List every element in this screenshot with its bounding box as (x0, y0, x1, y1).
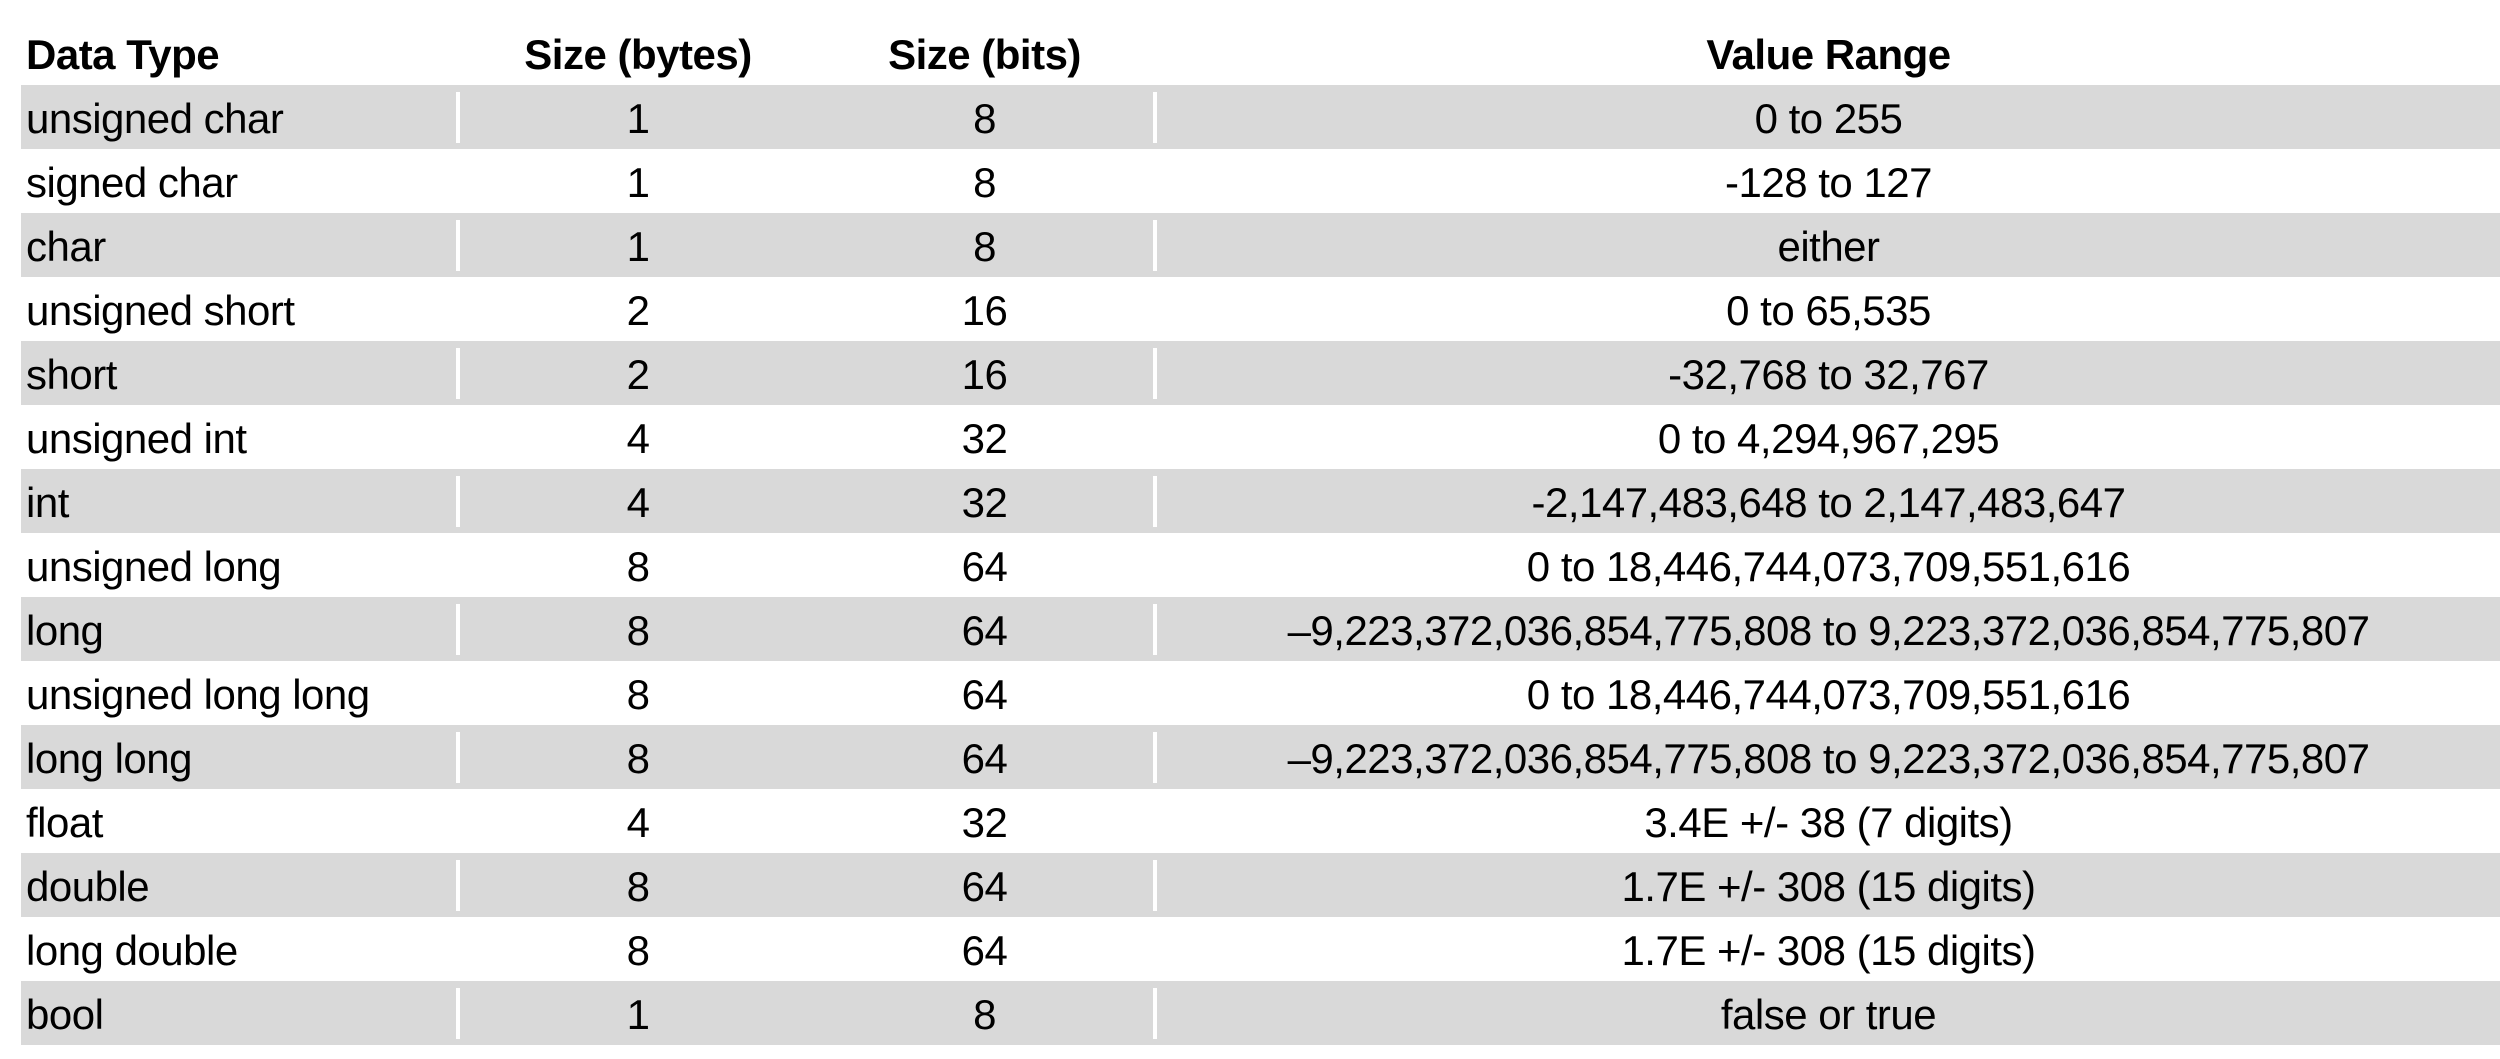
cell-value-range: either (1777, 222, 1880, 270)
cell-value-range: 0 to 18,446,744,073,709,551,616 (1526, 670, 2131, 718)
column-header-size-bits: Size (bits) (816, 27, 1157, 79)
table-header-row: Data Type Size (bytes) Size (bits) Value… (21, 21, 2500, 85)
cell-value-range: 0 to 4,294,967,295 (1657, 414, 2000, 462)
cell-size-bytes: 8 (626, 670, 650, 718)
column-header-data-type: Data Type (21, 27, 460, 79)
cell-size-bytes: 2 (626, 286, 650, 334)
cell-data-type: unsigned short (21, 283, 460, 335)
cell-size-bytes: 4 (626, 798, 650, 846)
cell-value-range: -2,147,483,648 to 2,147,483,647 (1531, 478, 2126, 526)
cell-size-bits: 64 (816, 923, 1157, 975)
cell-data-type: char (21, 219, 460, 271)
table-body: unsigned char 1 8 0 to 255 signed char 1 8 -128… (21, 85, 2500, 1045)
cell-data-type: long long (21, 731, 460, 783)
table-row: short 2 16 -32,768 to 32,767 (21, 341, 2500, 405)
cell-value-range: false or true (1720, 990, 1937, 1038)
cell-value-range: -128 to 127 (1724, 158, 1933, 206)
table-row: long long 8 64 –9,223,372,036,854,775,808 t… (21, 725, 2500, 789)
cell-data-type: unsigned char (21, 91, 460, 143)
cell-size-bits: 8 (816, 91, 1157, 143)
cell-size-bits: 64 (816, 859, 1157, 911)
cell-data-type: signed char (21, 155, 460, 207)
cell-size-bits: 8 (816, 987, 1157, 1039)
cell-size-bytes: 1 (626, 222, 650, 270)
table-row: unsigned long 8 64 0 to 18,446,744,073,709,… (21, 533, 2500, 597)
cell-size-bytes: 4 (626, 414, 650, 462)
cell-size-bits: 32 (816, 411, 1157, 463)
table-row: long 8 64 –9,223,372,036,854,775,808 to 9,2… (21, 597, 2500, 661)
cell-size-bits: 16 (816, 347, 1157, 399)
cell-value-range: 3.4E +/- 38 (7 digits) (1644, 798, 2013, 846)
table-row: bool 1 8 false or true (21, 981, 2500, 1045)
cell-data-type: int (21, 475, 460, 527)
cell-size-bits: 8 (816, 155, 1157, 207)
cell-size-bits: 64 (816, 731, 1157, 783)
cell-value-range: –9,223,372,036,854,775,808 to 9,223,372,… (1287, 734, 2370, 782)
cell-size-bytes: 8 (626, 606, 650, 654)
cell-data-type: unsigned long (21, 539, 460, 591)
cell-size-bytes: 4 (626, 478, 650, 526)
data-type-size-table: Data Type Size (bytes) Size (bits) Value… (21, 21, 2500, 1045)
cell-value-range: 0 to 18,446,744,073,709,551,616 (1526, 542, 2131, 590)
cell-data-type: unsigned long long (21, 667, 460, 719)
cell-size-bits: 32 (816, 795, 1157, 847)
cell-data-type: long double (21, 923, 460, 975)
cell-size-bits: 8 (816, 219, 1157, 271)
cell-size-bytes: 1 (626, 990, 650, 1038)
cell-value-range: 1.7E +/- 308 (15 digits) (1621, 862, 2036, 910)
column-header-size-bytes: Size (bytes) (524, 30, 752, 78)
cell-size-bytes: 1 (626, 158, 650, 206)
cell-value-range: –9,223,372,036,854,775,808 to 9,223,372,… (1287, 606, 2370, 654)
cell-size-bits: 16 (816, 283, 1157, 335)
table-row: long double 8 64 1.7E +/- 308 (15 digits) (21, 917, 2500, 981)
cell-size-bytes: 8 (626, 734, 650, 782)
table-row: char 1 8 either (21, 213, 2500, 277)
cell-size-bytes: 8 (626, 542, 650, 590)
table-row: double 8 64 1.7E +/- 308 (15 digits) (21, 853, 2500, 917)
cell-size-bytes: 8 (626, 862, 650, 910)
cell-size-bits: 32 (816, 475, 1157, 527)
cell-data-type: bool (21, 987, 460, 1039)
cell-data-type: long (21, 603, 460, 655)
cell-size-bytes: 8 (626, 926, 650, 974)
cell-size-bits: 64 (816, 539, 1157, 591)
table-row: unsigned int 4 32 0 to 4,294,967,295 (21, 405, 2500, 469)
table-row: unsigned char 1 8 0 to 255 (21, 85, 2500, 149)
cell-size-bits: 64 (816, 667, 1157, 719)
cell-data-type: float (21, 795, 460, 847)
cell-data-type: unsigned int (21, 411, 460, 463)
cell-value-range: 0 to 255 (1754, 94, 1903, 142)
table-row: signed char 1 8 -128 to 127 (21, 149, 2500, 213)
cell-size-bits: 64 (816, 603, 1157, 655)
cell-data-type: double (21, 859, 460, 911)
cell-size-bytes: 1 (626, 94, 650, 142)
cell-value-range: 1.7E +/- 308 (15 digits) (1621, 926, 2036, 974)
table-row: unsigned short 2 16 0 to 65,535 (21, 277, 2500, 341)
table-row: unsigned long long 8 64 0 to 18,446,744,073… (21, 661, 2500, 725)
cell-data-type: short (21, 347, 460, 399)
cell-value-range: -32,768 to 32,767 (1668, 350, 1989, 398)
cell-value-range: 0 to 65,535 (1726, 286, 1931, 334)
table-row: float 4 32 3.4E +/- 38 (7 digits) (21, 789, 2500, 853)
table-row: int 4 32 -2,147,483,648 to 2,147,483,647 (21, 469, 2500, 533)
column-header-value-range: Value Range (1706, 30, 1951, 78)
cell-size-bytes: 2 (626, 350, 650, 398)
